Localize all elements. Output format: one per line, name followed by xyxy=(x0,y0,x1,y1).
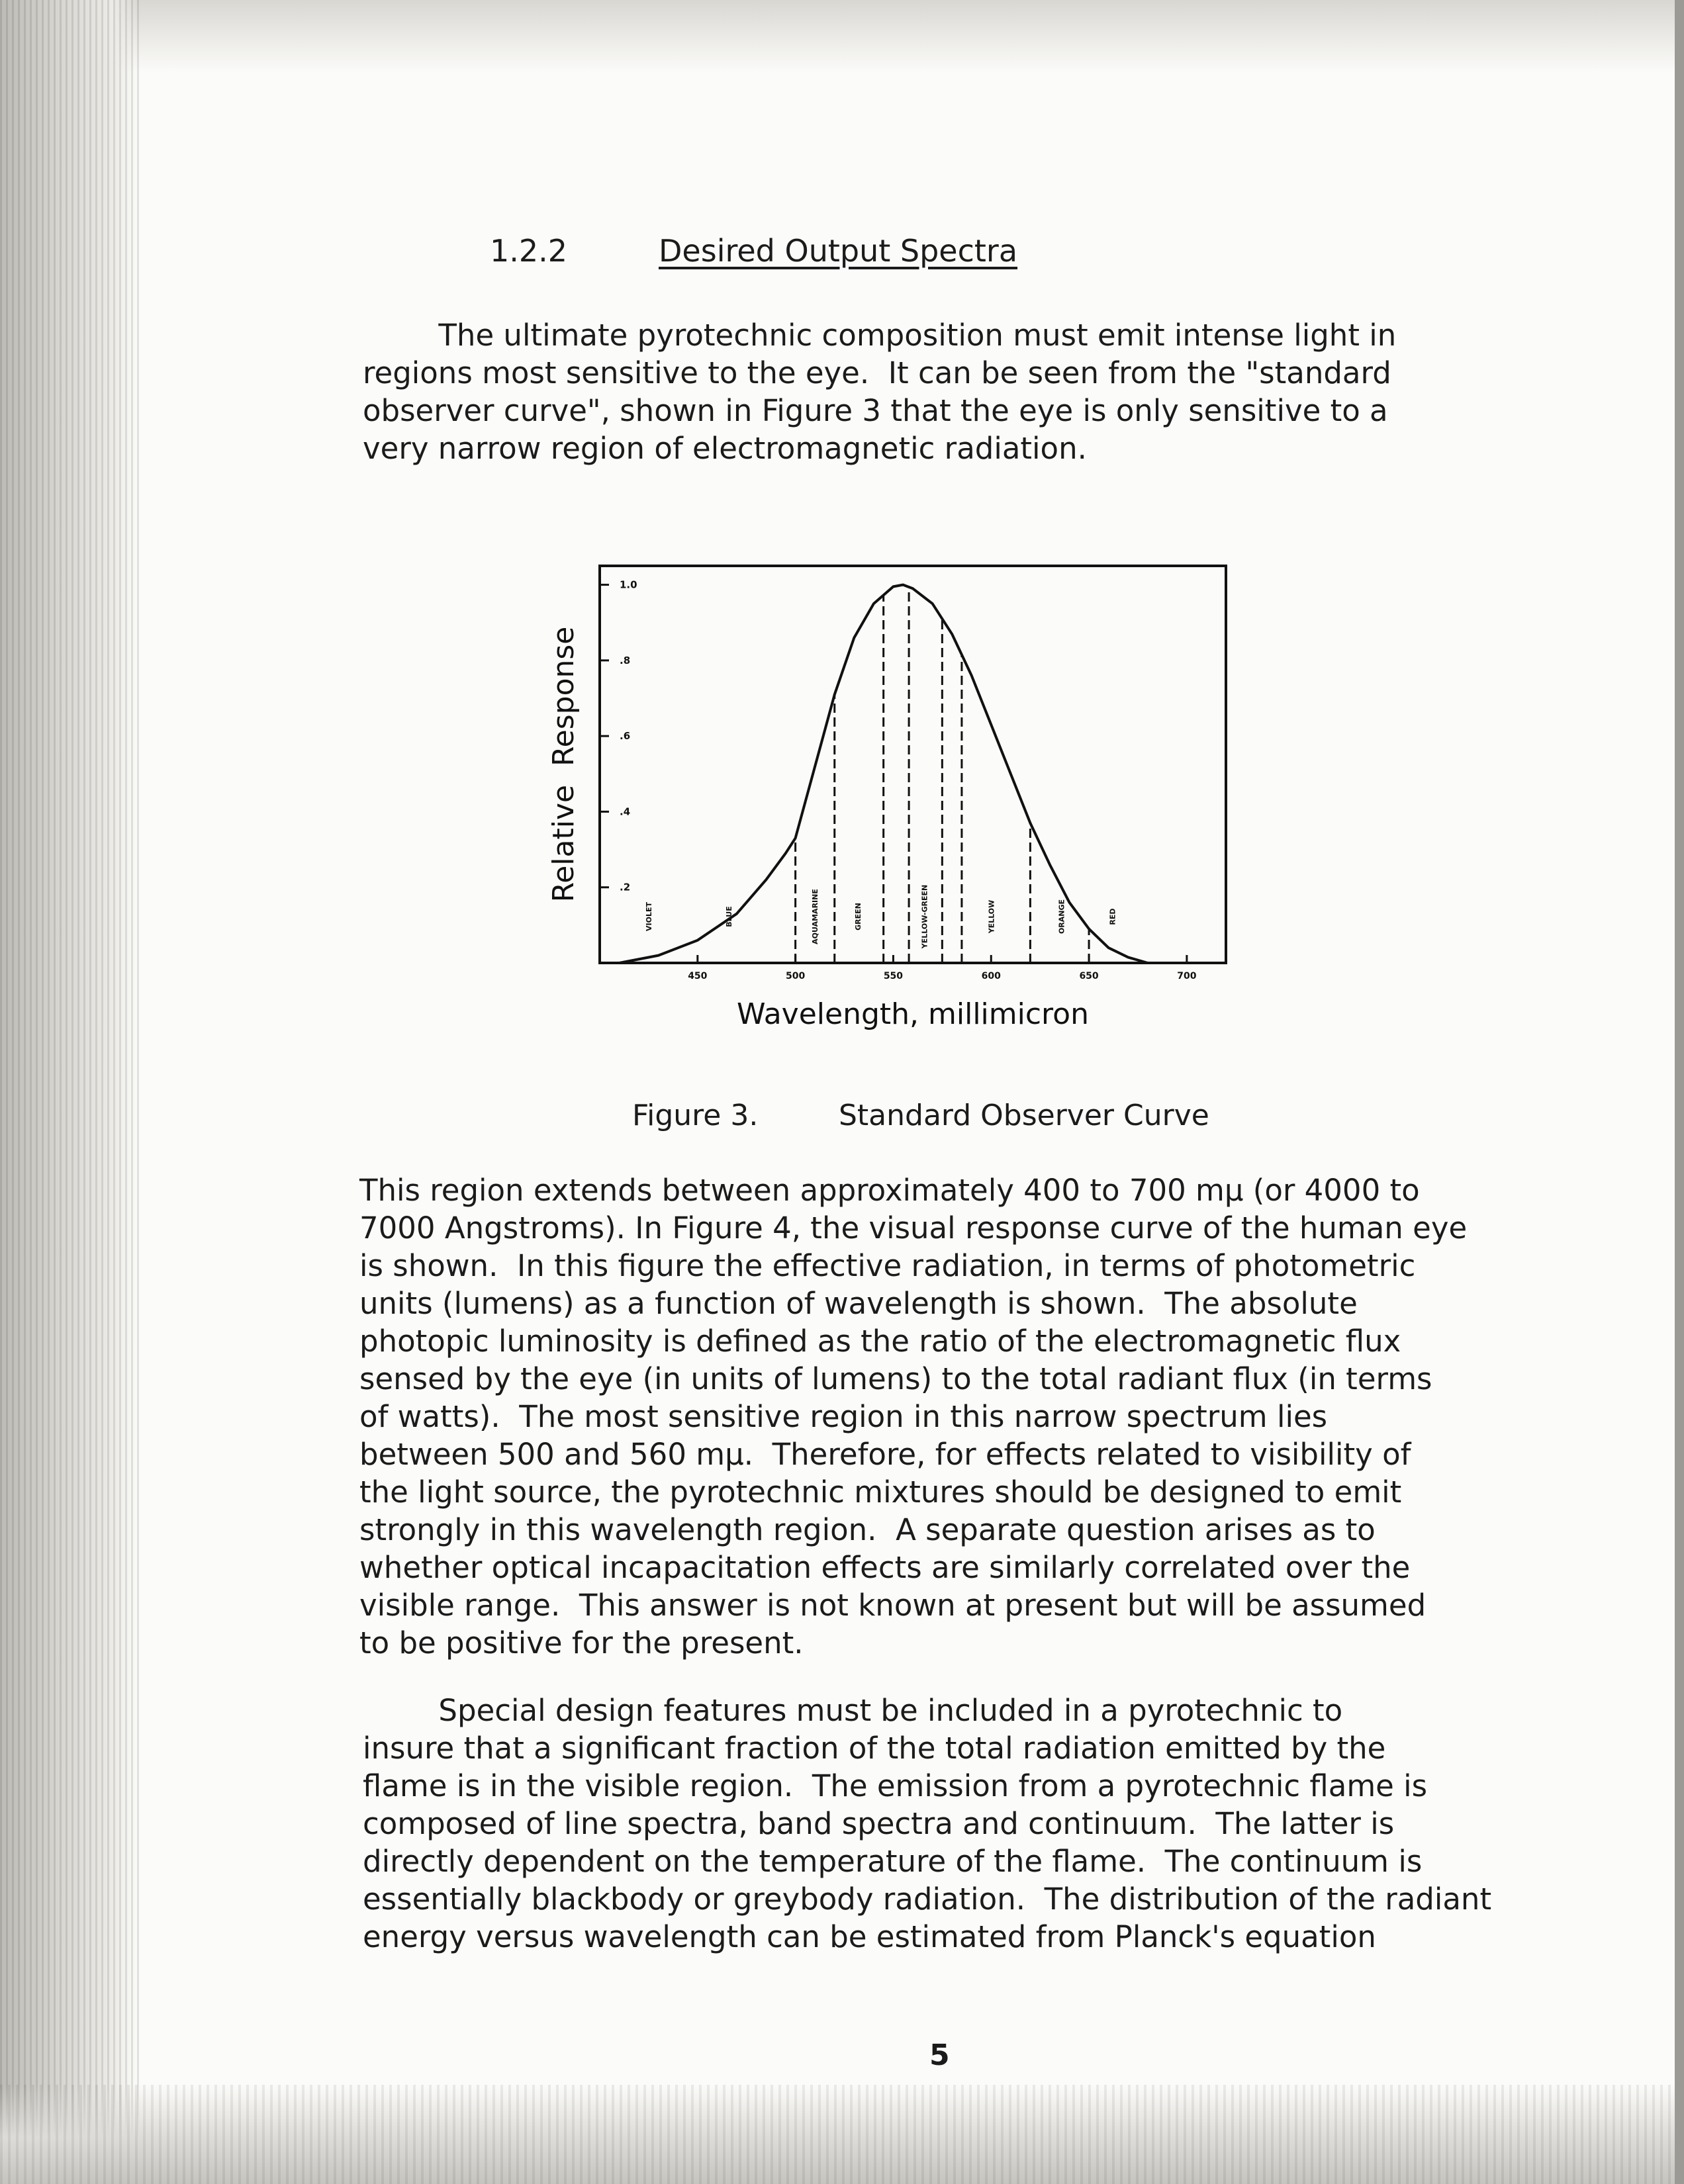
text-line: The ultimate pyrotechnic composition mus… xyxy=(363,318,1397,353)
figure-label: Figure 3. xyxy=(632,1099,759,1132)
scan-edge-right xyxy=(1675,0,1684,2184)
band-label: GREEN xyxy=(854,903,863,931)
x-tick-label: 650 xyxy=(1079,971,1098,981)
band-label: BLUE xyxy=(725,906,733,927)
band-label: AQUAMARINE xyxy=(811,889,819,944)
y-tick-label: 1.0 xyxy=(620,579,637,591)
x-tick-label: 600 xyxy=(982,971,1001,981)
observer-curve-line xyxy=(619,583,1148,964)
text-line: of watts). The most sensitive region in … xyxy=(359,1399,1328,1434)
standard-observer-chart: .2 .4 .6 .8 1.0 450 500 550 600 650 700 VIOLET BLUE A… xyxy=(547,565,1227,1031)
text-line: composed of line spectra, band spectra a… xyxy=(363,1806,1395,1841)
scan-shadow-left xyxy=(0,0,139,2184)
paragraph-design-features: Special design features must be included… xyxy=(363,1692,1491,1956)
text-line: sensed by the eye (in units of lumens) t… xyxy=(359,1361,1432,1396)
band-label: VIOLET xyxy=(645,902,653,931)
text-line: insure that a significant fraction of th… xyxy=(363,1731,1386,1766)
text-line: strongly in this wavelength region. A se… xyxy=(359,1512,1376,1547)
text-line: 7000 Angstroms). In Figure 4, the visual… xyxy=(359,1210,1468,1246)
band-label: ORANGE xyxy=(1058,899,1066,934)
section-number: 1.2.2 xyxy=(490,233,568,269)
y-tick-label: .6 xyxy=(620,730,630,742)
text-line: whether optical incapacitation effects a… xyxy=(359,1550,1411,1585)
paragraph-intro: The ultimate pyrotechnic composition mus… xyxy=(363,316,1396,467)
section-title: Desired Output Spectra xyxy=(659,233,1018,269)
text-line: is shown. In this figure the effective r… xyxy=(359,1248,1416,1283)
text-line: between 500 and 560 mµ. Therefore, for e… xyxy=(359,1437,1411,1472)
text-line: essentially blackbody or greybody radiat… xyxy=(363,1882,1492,1917)
x-tick-label: 700 xyxy=(1177,971,1196,981)
figure-standard-observer-curve: .2 .4 .6 .8 1.0 450 500 550 600 650 700 VIOLET BLUE A… xyxy=(543,559,1244,1036)
band-label: YELLOW-GREEN xyxy=(921,885,929,949)
y-tick-label: .4 xyxy=(620,805,630,817)
text-line: units (lumens) as a function of waveleng… xyxy=(359,1286,1358,1321)
plot-frame xyxy=(598,565,1227,964)
text-line: This region extends between approximatel… xyxy=(359,1173,1420,1208)
text-line: regions most sensitive to the eye. It ca… xyxy=(363,355,1391,390)
text-line: flame is in the visible region. The emis… xyxy=(363,1768,1428,1803)
x-tick-label: 500 xyxy=(786,971,805,981)
y-tick-label: .2 xyxy=(620,882,630,893)
figure-title: Standard Observer Curve xyxy=(839,1099,1209,1132)
text-line: observer curve", shown in Figure 3 that … xyxy=(363,393,1388,428)
text-line: energy versus wavelength can be estimate… xyxy=(363,1919,1376,1954)
text-line: very narrow region of electromagnetic ra… xyxy=(363,431,1087,466)
x-tick-label: 450 xyxy=(688,971,707,981)
page-number: 5 xyxy=(929,2038,950,2072)
paragraph-visible-region: This region extends between approximatel… xyxy=(359,1171,1467,1662)
y-axis-label: Relative Response xyxy=(547,627,581,903)
text-line: the light source, the pyrotechnic mixtur… xyxy=(359,1475,1402,1510)
scan-shadow-bottom xyxy=(0,2085,1684,2184)
x-axis-label: Wavelength, millimicron xyxy=(737,997,1089,1031)
y-tick-label: .8 xyxy=(620,655,630,666)
x-tick-label: 550 xyxy=(884,971,903,981)
text-line: visible range. This answer is not known … xyxy=(359,1588,1427,1623)
text-line: to be positive for the present. xyxy=(359,1625,804,1661)
band-label: YELLOW xyxy=(987,900,996,934)
band-label: RED xyxy=(1109,908,1117,925)
figure-caption: Figure 3. Standard Observer Curve xyxy=(632,1099,1209,1132)
section-heading: 1.2.2 Desired Output Spectra xyxy=(490,233,1017,269)
text-line: directly dependent on the temperature of… xyxy=(363,1844,1423,1879)
scan-shadow-top xyxy=(0,0,1684,73)
text-line: Special design features must be included… xyxy=(363,1693,1343,1728)
text-line: photopic luminosity is defined as the ra… xyxy=(359,1324,1401,1359)
